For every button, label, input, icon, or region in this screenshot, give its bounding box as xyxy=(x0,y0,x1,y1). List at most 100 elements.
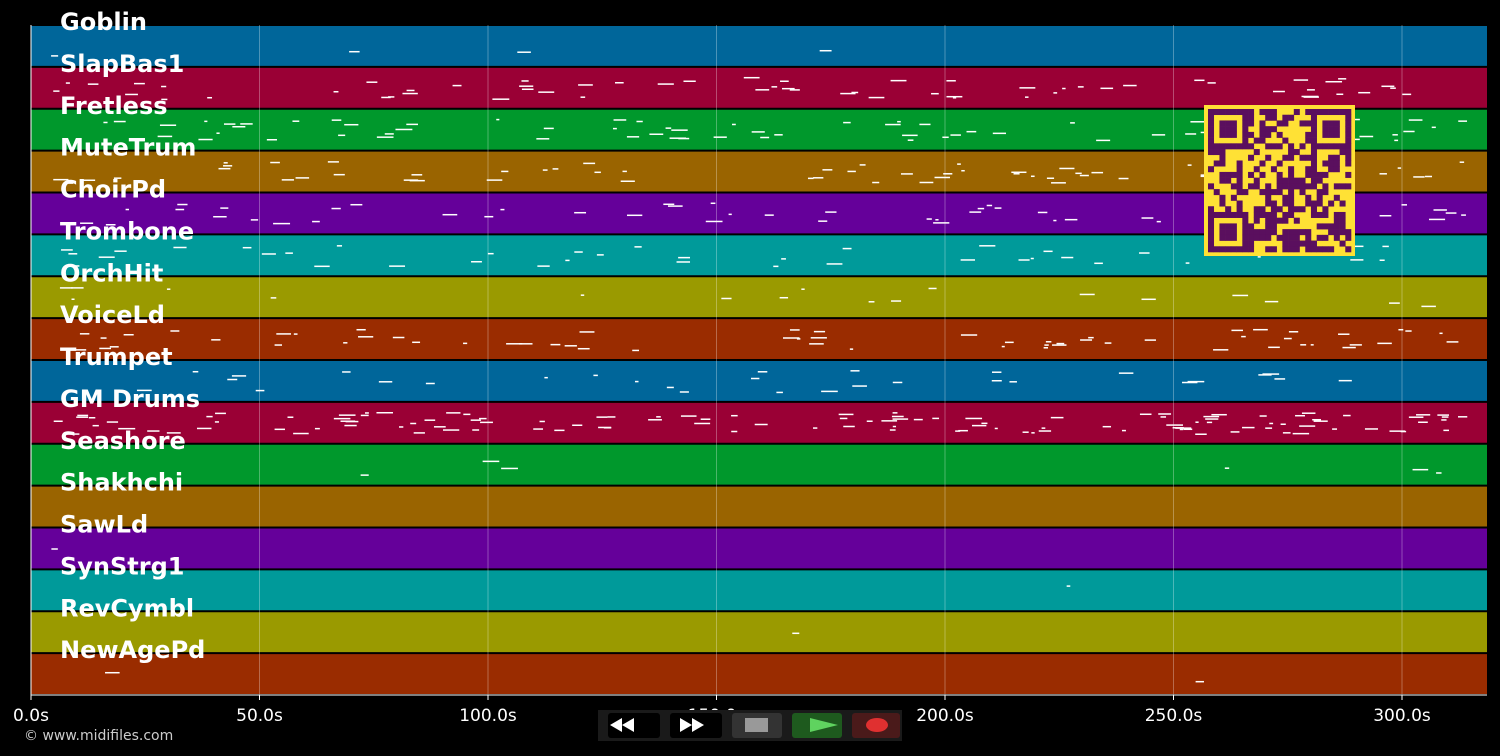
stop-icon xyxy=(745,718,768,732)
record-button[interactable] xyxy=(852,713,900,738)
note xyxy=(648,419,662,421)
qr-module xyxy=(1322,189,1329,196)
note xyxy=(344,424,357,427)
qr-module xyxy=(1322,126,1329,133)
note xyxy=(543,127,554,130)
qr-module xyxy=(1236,109,1243,116)
qr-module xyxy=(1242,137,1249,144)
note xyxy=(594,171,601,174)
qr-module xyxy=(1328,200,1335,207)
note xyxy=(79,333,90,335)
note xyxy=(1350,259,1364,261)
qr-module xyxy=(1270,211,1277,218)
note xyxy=(333,417,351,420)
note xyxy=(295,177,310,179)
note xyxy=(1088,336,1094,339)
notes xyxy=(51,49,1468,683)
note xyxy=(136,389,152,392)
note xyxy=(776,391,783,394)
forward-button[interactable] xyxy=(670,713,722,738)
note xyxy=(683,80,696,83)
qr-module xyxy=(1230,143,1237,150)
qr-module xyxy=(1333,166,1340,173)
note xyxy=(789,329,800,331)
note xyxy=(161,98,168,101)
qr-module xyxy=(1310,166,1317,173)
note xyxy=(53,90,60,92)
qr-module xyxy=(1208,211,1215,218)
record-icon xyxy=(866,718,888,732)
qr-module xyxy=(1230,246,1237,253)
qr-module xyxy=(1265,200,1272,207)
qr-module xyxy=(1208,120,1215,127)
note xyxy=(1325,80,1343,83)
note xyxy=(755,89,770,91)
note xyxy=(839,417,848,420)
qr-module xyxy=(1270,217,1277,224)
qr-module xyxy=(1288,240,1295,247)
note xyxy=(1394,139,1399,142)
qr-module xyxy=(1322,109,1329,116)
track-band xyxy=(31,570,1487,611)
qr-module xyxy=(1328,143,1335,150)
note xyxy=(1013,173,1020,175)
qr-module xyxy=(1208,183,1215,190)
note xyxy=(206,415,213,418)
note xyxy=(634,380,639,383)
note xyxy=(1213,349,1229,351)
note xyxy=(1433,209,1447,211)
qr-module xyxy=(1208,246,1215,253)
qr-module xyxy=(1265,126,1272,133)
qr-module xyxy=(1248,109,1255,116)
qr-module xyxy=(1276,171,1283,178)
note xyxy=(1187,380,1205,383)
rewind-button[interactable] xyxy=(608,713,660,738)
note xyxy=(425,382,435,385)
note xyxy=(678,256,691,259)
qr-module xyxy=(1248,143,1255,150)
note xyxy=(700,418,711,420)
qr-code xyxy=(1204,105,1355,256)
note xyxy=(1295,414,1305,417)
note xyxy=(204,120,208,123)
qr-module xyxy=(1282,194,1289,201)
qr-module xyxy=(1248,240,1255,247)
note xyxy=(593,374,598,377)
note xyxy=(721,297,732,300)
note xyxy=(838,413,854,416)
qr-module xyxy=(1225,206,1232,213)
note xyxy=(1402,93,1412,96)
qr-module xyxy=(1219,223,1226,230)
track-label: SlapBas1 xyxy=(60,50,184,78)
note xyxy=(1332,428,1338,430)
x-tick-label: 200.0s xyxy=(916,706,974,726)
qr-module xyxy=(1339,229,1346,236)
qr-module xyxy=(1265,154,1272,161)
qr-module xyxy=(1230,183,1237,190)
note xyxy=(969,211,982,213)
note xyxy=(106,421,119,423)
note xyxy=(1269,422,1274,425)
play-button[interactable] xyxy=(792,713,842,738)
stop-button[interactable] xyxy=(732,713,782,738)
qr-module xyxy=(1310,177,1317,184)
note xyxy=(1080,339,1093,341)
qr-module xyxy=(1293,177,1300,184)
note xyxy=(1079,174,1089,177)
note xyxy=(384,133,394,135)
note xyxy=(51,55,59,57)
note xyxy=(1264,300,1279,303)
note xyxy=(935,219,939,221)
qr-module xyxy=(1213,211,1220,218)
note xyxy=(810,337,827,339)
qr-module xyxy=(1253,234,1260,241)
qr-module xyxy=(1305,171,1312,178)
qr-module xyxy=(1328,109,1335,116)
qr-module xyxy=(1310,126,1317,133)
note xyxy=(991,379,1002,382)
note xyxy=(463,413,471,416)
note xyxy=(1390,87,1396,89)
note xyxy=(88,416,96,419)
note xyxy=(1301,95,1319,98)
note xyxy=(100,337,107,339)
